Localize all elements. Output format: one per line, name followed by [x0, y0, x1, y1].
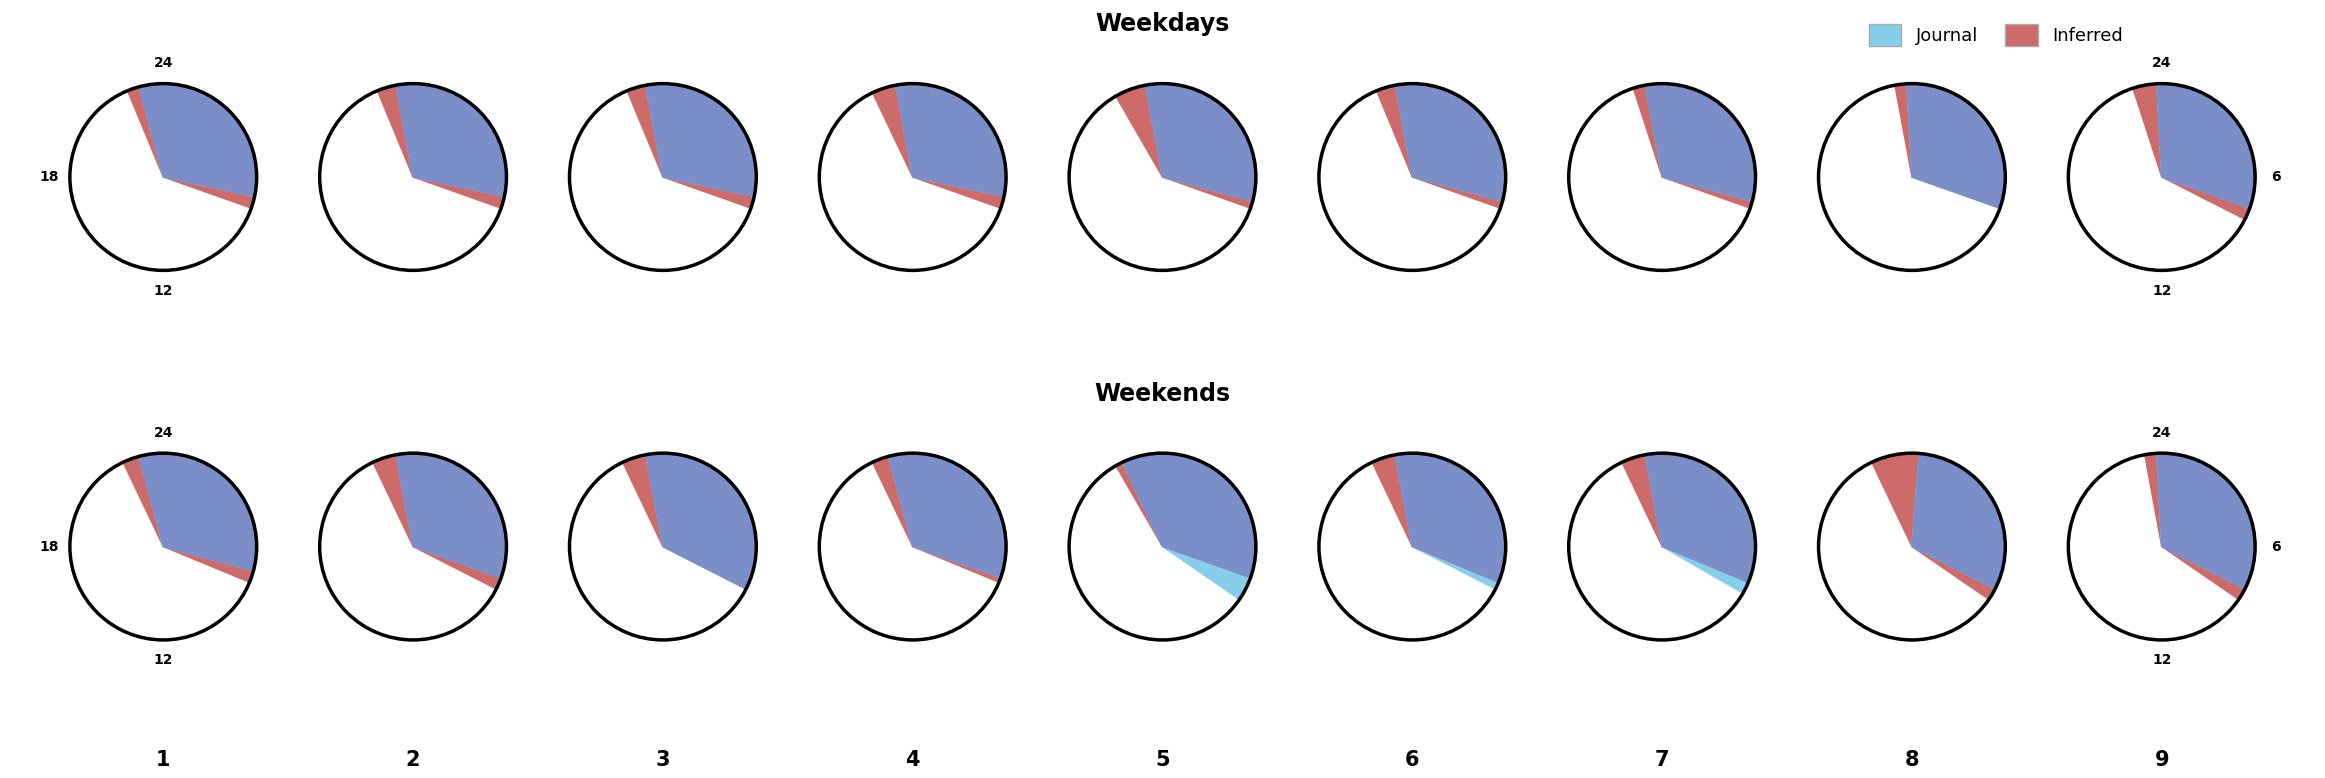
- Text: 1: 1: [156, 750, 170, 770]
- Text: 12: 12: [153, 654, 172, 668]
- Text: 18: 18: [40, 540, 58, 553]
- Text: 24: 24: [2153, 56, 2172, 70]
- Polygon shape: [646, 453, 756, 589]
- Polygon shape: [1906, 83, 2006, 209]
- Polygon shape: [1395, 453, 1507, 589]
- Text: 8: 8: [1904, 750, 1918, 770]
- Text: 6: 6: [2272, 540, 2281, 553]
- Text: 6: 6: [1404, 750, 1421, 770]
- Polygon shape: [1372, 453, 1507, 582]
- Polygon shape: [895, 83, 1007, 196]
- Polygon shape: [628, 83, 756, 209]
- Polygon shape: [2158, 83, 2255, 209]
- Polygon shape: [1911, 454, 2006, 589]
- Polygon shape: [1872, 453, 2006, 599]
- Text: 24: 24: [153, 426, 172, 440]
- Polygon shape: [1376, 83, 1507, 209]
- Polygon shape: [372, 453, 507, 589]
- Polygon shape: [2158, 83, 2255, 209]
- Text: 9: 9: [2155, 750, 2169, 770]
- Polygon shape: [1646, 83, 1755, 202]
- Text: Weekdays: Weekdays: [1095, 12, 1230, 36]
- Text: 5: 5: [1156, 750, 1169, 770]
- Polygon shape: [1123, 453, 1256, 599]
- Polygon shape: [1632, 83, 1755, 209]
- Text: 2: 2: [407, 750, 421, 770]
- Text: 4: 4: [904, 750, 921, 770]
- Text: 12: 12: [2153, 284, 2172, 298]
- Text: 7: 7: [1655, 750, 1669, 770]
- Text: Weekends: Weekends: [1095, 382, 1230, 405]
- Polygon shape: [1646, 453, 1755, 582]
- Polygon shape: [1395, 83, 1507, 202]
- Polygon shape: [1123, 453, 1256, 578]
- Text: 6: 6: [2272, 170, 2281, 184]
- Polygon shape: [128, 83, 256, 209]
- Polygon shape: [1116, 453, 1256, 578]
- Polygon shape: [2158, 453, 2255, 589]
- Polygon shape: [140, 83, 256, 196]
- Polygon shape: [1146, 83, 1256, 202]
- Legend: Journal, Inferred: Journal, Inferred: [1862, 17, 2130, 53]
- Polygon shape: [646, 83, 756, 196]
- Text: 24: 24: [2153, 426, 2172, 440]
- Text: 3: 3: [656, 750, 670, 770]
- Polygon shape: [140, 453, 256, 571]
- Polygon shape: [395, 453, 507, 578]
- Polygon shape: [395, 83, 507, 196]
- Polygon shape: [1646, 453, 1755, 594]
- Polygon shape: [1623, 453, 1755, 582]
- Polygon shape: [140, 83, 256, 196]
- Polygon shape: [623, 453, 756, 589]
- Text: 24: 24: [153, 56, 172, 70]
- Polygon shape: [1906, 83, 2006, 209]
- Polygon shape: [872, 453, 1007, 582]
- Polygon shape: [888, 453, 1007, 578]
- Polygon shape: [646, 83, 756, 196]
- Text: 12: 12: [153, 284, 172, 298]
- Text: 12: 12: [2153, 654, 2172, 668]
- Polygon shape: [1646, 83, 1755, 202]
- Polygon shape: [1911, 454, 2006, 589]
- Polygon shape: [2144, 453, 2255, 599]
- Polygon shape: [377, 83, 507, 209]
- Polygon shape: [1146, 83, 1256, 202]
- Polygon shape: [140, 453, 256, 571]
- Polygon shape: [2158, 453, 2255, 589]
- Polygon shape: [895, 83, 1007, 196]
- Polygon shape: [2132, 83, 2255, 219]
- Polygon shape: [1395, 453, 1507, 582]
- Polygon shape: [872, 83, 1007, 209]
- Polygon shape: [1395, 83, 1507, 202]
- Polygon shape: [1116, 83, 1256, 209]
- Polygon shape: [1895, 83, 2006, 209]
- Text: 18: 18: [40, 170, 58, 184]
- Polygon shape: [646, 453, 756, 589]
- Polygon shape: [395, 453, 507, 578]
- Polygon shape: [123, 453, 256, 582]
- Polygon shape: [395, 83, 507, 196]
- Polygon shape: [888, 453, 1007, 578]
